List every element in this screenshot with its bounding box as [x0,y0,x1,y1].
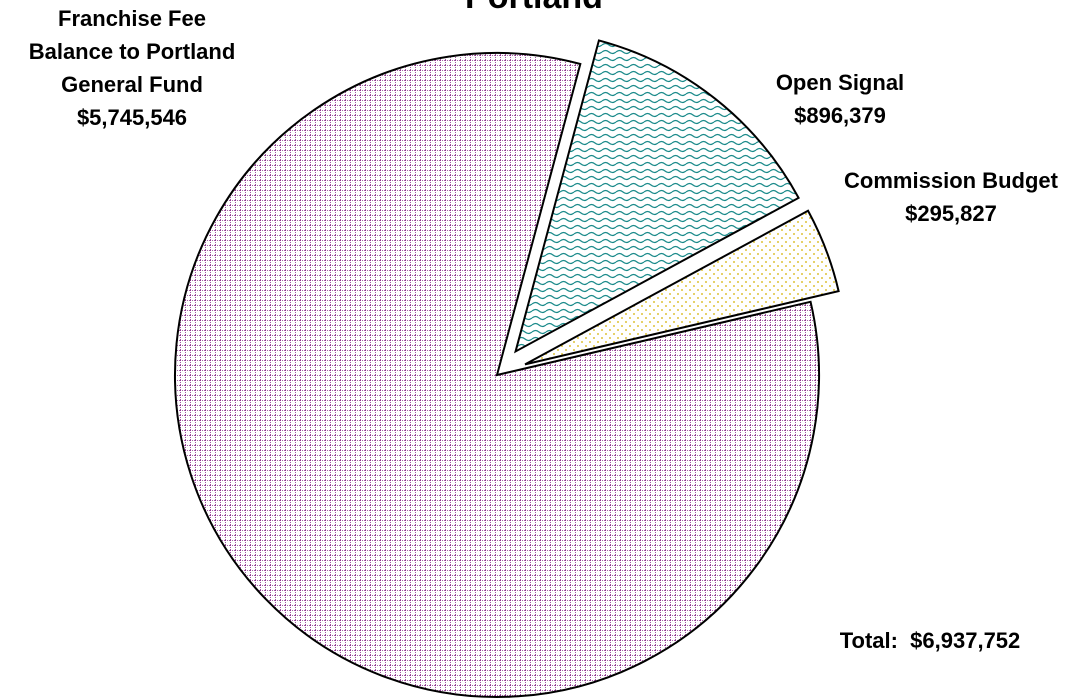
value-label: $896,379 [794,103,886,128]
pie-slice [514,39,800,354]
data-label: Commission Budget $295,827 [836,164,1066,230]
category-label: Open Signal [775,70,905,95]
pie-slice [524,209,840,366]
data-label: Franchise Fee Balance to Portland Genera… [14,2,250,134]
value-label: $295,827 [905,201,997,226]
data-label: Open Signal $896,379 [765,66,915,132]
annotation: Total: $6,937,752 [839,628,1021,653]
category-label: Commission Budget [844,168,1058,193]
chart-title: Portland [384,0,684,17]
category-label: Franchise Fee Balance to Portland Genera… [28,6,236,97]
pie-slice [174,52,820,698]
value-label: $5,745,546 [76,105,188,130]
